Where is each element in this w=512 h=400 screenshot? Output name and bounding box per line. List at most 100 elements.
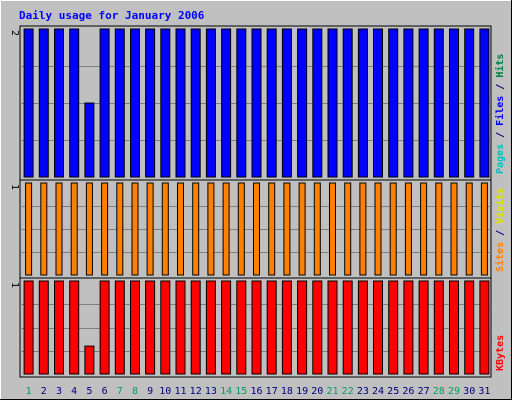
bar-kbytes-day-13: [205, 280, 216, 375]
x-tick-label-day-13: 13: [205, 386, 217, 397]
bar-sites-day-3: [55, 182, 63, 276]
x-tick-label-day-19: 19: [296, 386, 308, 397]
panel-max-label-sites-visits: 1: [9, 184, 20, 190]
bar-files-day-16: [251, 28, 262, 178]
bar-kbytes-day-21: [327, 280, 338, 375]
x-tick-label-day-29: 29: [448, 386, 460, 397]
x-tick-label-day-22: 22: [342, 386, 354, 397]
chart-title: Daily usage for January 2006: [19, 9, 205, 22]
bar-files-day-15: [236, 28, 247, 178]
bar-sites-day-15: [237, 182, 245, 276]
bar-kbytes-day-2: [38, 280, 49, 375]
bar-sites-day-10: [161, 182, 169, 276]
bar-kbytes-day-9: [145, 280, 156, 375]
bar-files-day-18: [281, 28, 292, 178]
x-tick-label-day-28: 28: [433, 386, 445, 397]
x-tick-label-day-16: 16: [250, 386, 262, 397]
bar-kbytes-day-31: [479, 280, 490, 375]
bar-sites-day-22: [344, 182, 352, 276]
x-tick-label-day-8: 8: [132, 386, 138, 397]
bar-sites-day-2: [40, 182, 48, 276]
bar-kbytes-day-10: [160, 280, 171, 375]
bar-files-day-29: [449, 28, 459, 178]
side-label-part: /: [495, 126, 506, 144]
bar-files-day-25: [388, 28, 399, 178]
bar-kbytes-day-3: [54, 280, 64, 375]
bar-files-day-10: [160, 28, 171, 178]
bar-sites-day-9: [146, 182, 154, 276]
side-label-part: Sites: [494, 242, 506, 272]
bar-sites-day-12: [192, 182, 200, 276]
bar-kbytes-day-26: [403, 280, 414, 375]
bar-kbytes-day-14: [221, 280, 232, 375]
bar-files-day-20: [312, 28, 323, 178]
bar-sites-day-17: [268, 182, 276, 276]
bar-kbytes-day-30: [464, 280, 475, 375]
bar-kbytes-day-15: [236, 280, 247, 375]
x-tick-label-day-20: 20: [311, 386, 323, 397]
x-tick-label-day-4: 4: [71, 386, 77, 397]
bar-sites-day-24: [374, 182, 382, 276]
x-tick-label-day-6: 6: [102, 386, 108, 397]
bar-sites-day-8: [131, 182, 139, 276]
bar-files-day-3: [54, 28, 64, 178]
x-tick-label-day-5: 5: [86, 386, 92, 397]
bar-sites-day-7: [116, 182, 124, 276]
bar-sites-day-23: [359, 182, 367, 276]
chart-panels: 2 Pages / Files / Hits 1 Sites / Visits 1 KBy…: [9, 25, 506, 378]
bar-kbytes-day-6: [99, 280, 110, 375]
bar-kbytes-day-28: [433, 280, 444, 375]
bar-files-day-30: [464, 28, 475, 178]
bar-files-day-21: [327, 28, 338, 178]
x-tick-label-day-18: 18: [281, 386, 293, 397]
x-tick-label-day-11: 11: [174, 386, 186, 397]
panel-max-label-kbytes: 1: [9, 282, 20, 288]
x-tick-label-day-30: 30: [463, 386, 475, 397]
bar-kbytes-day-4: [69, 280, 80, 375]
bar-sites-day-13: [207, 182, 215, 276]
bar-sites-day-31: [480, 182, 488, 276]
panel-kbytes: 1 KBytes: [9, 277, 506, 378]
bar-files-day-26: [403, 28, 414, 178]
panel-sites-visits: 1 Sites / Visits: [9, 179, 506, 279]
bar-files-day-4: [69, 28, 80, 178]
bar-kbytes-day-5: [84, 345, 95, 375]
bar-files-day-27: [418, 28, 429, 178]
bar-sites-day-27: [420, 182, 428, 276]
bar-files-day-12: [190, 28, 201, 178]
x-tick-label-day-1: 1: [26, 386, 32, 397]
bar-kbytes-day-23: [357, 280, 368, 375]
bar-sites-day-29: [450, 182, 458, 276]
side-label-part: Hits: [494, 54, 506, 78]
side-label-part: KBytes: [495, 335, 506, 371]
x-tick-label-day-2: 2: [41, 386, 47, 397]
bar-files-day-5: [84, 102, 95, 178]
bar-kbytes-day-24: [373, 280, 383, 375]
side-label-part: /: [495, 78, 506, 96]
bar-files-day-23: [357, 28, 368, 178]
bar-sites-day-14: [222, 182, 230, 276]
bar-kbytes-day-12: [190, 280, 201, 375]
bar-sites-day-21: [329, 182, 336, 276]
bar-files-day-7: [114, 28, 125, 178]
x-tick-label-day-15: 15: [235, 386, 247, 397]
side-label-part: Pages: [495, 144, 506, 174]
bar-kbytes-day-22: [342, 280, 353, 375]
bar-kbytes-day-11: [175, 280, 186, 375]
panel-side-label-pages-files-hits: Pages / Files / Hits: [494, 54, 506, 174]
x-tick-label-day-12: 12: [190, 386, 202, 397]
bar-files-day-28: [433, 28, 444, 178]
bar-files-day-6: [99, 28, 110, 178]
x-tick-label-day-3: 3: [56, 386, 62, 397]
bar-sites-day-28: [435, 182, 443, 276]
bar-files-day-19: [297, 28, 308, 178]
bar-kbytes-day-29: [449, 280, 459, 375]
bar-sites-day-1: [25, 182, 33, 276]
x-tick-label-day-10: 10: [159, 386, 171, 397]
bar-files-day-2: [38, 28, 49, 178]
x-tick-label-day-14: 14: [220, 386, 232, 397]
x-tick-label-day-7: 7: [117, 386, 123, 397]
x-tick-label-day-9: 9: [147, 386, 153, 397]
bar-kbytes-day-19: [297, 280, 308, 375]
x-axis-labels: 1 2 3 4 5 6 7 8 9 10 11 12 13 14 15 16 17 18 19 20 21 22 23 24 2…: [26, 386, 491, 397]
